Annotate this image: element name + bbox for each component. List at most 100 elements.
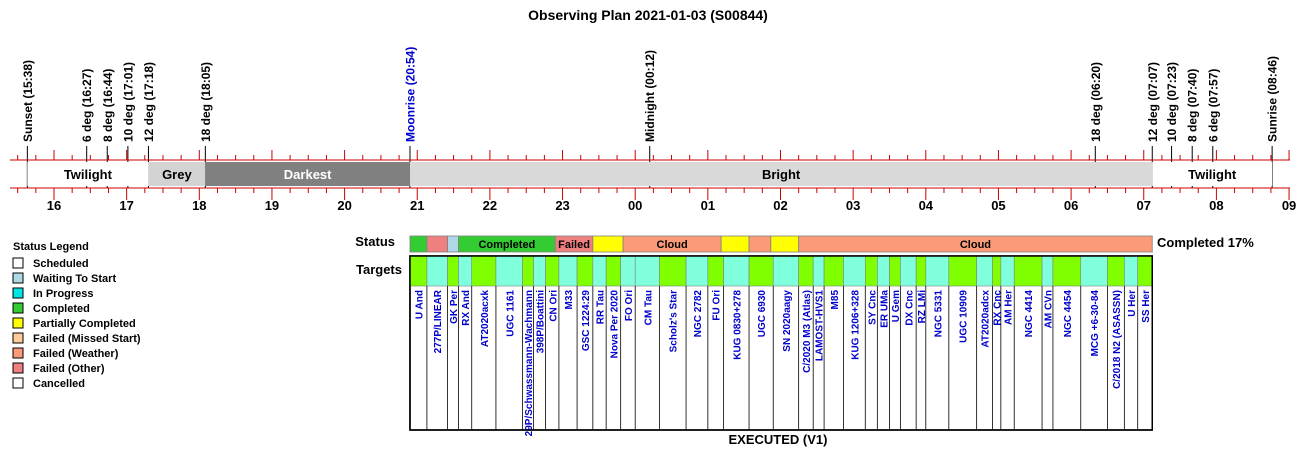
target-block bbox=[558, 255, 578, 287]
target-block bbox=[447, 255, 459, 287]
axis-tick-label: 20 bbox=[337, 198, 351, 213]
event-markers: Sunset (15:38) 6 deg (16:27) 8 deg (16:44)… bbox=[21, 47, 1280, 188]
time-axis-bottom: 16 17 18 19 20 21 22 23 00 01 02 03 04 05 06 07 08 09 bbox=[10, 187, 1296, 213]
target-name-label: NGC 4414 bbox=[1024, 290, 1035, 338]
target-block bbox=[723, 255, 750, 287]
target-name-label: FU Ori bbox=[712, 290, 723, 321]
target-name-label: NGC 2782 bbox=[693, 290, 704, 338]
target-block bbox=[925, 255, 950, 287]
target-name-label: M33 bbox=[564, 290, 575, 310]
event-label: 8 deg (07:40) bbox=[1186, 69, 1200, 142]
legend-swatch bbox=[12, 377, 24, 389]
target-block bbox=[843, 255, 866, 287]
sky-band-twilight bbox=[27, 162, 149, 186]
sky-band-label: Darkest bbox=[284, 167, 332, 182]
status-segment-label: Cloud bbox=[960, 239, 991, 251]
sky-band-label: Bright bbox=[762, 167, 801, 182]
target-name-label: NGC 5331 bbox=[933, 290, 944, 338]
axis-tick-label: 18 bbox=[192, 198, 206, 213]
legend-label: Partially Completed bbox=[33, 318, 136, 330]
axis-tick-label: 04 bbox=[919, 198, 934, 213]
target-block bbox=[592, 255, 607, 287]
target-block bbox=[900, 255, 917, 287]
target-block bbox=[992, 255, 1002, 287]
legend-label: Failed (Missed Start) bbox=[33, 333, 141, 345]
target-block bbox=[812, 255, 825, 287]
legend-label: Waiting To Start bbox=[33, 273, 116, 285]
target-name-label: 29P/Schwassmann-Wachmann bbox=[524, 290, 535, 436]
targets-row: U And 277P/LINEAR GK Per RX And AT2020acxk UG… bbox=[409, 255, 1154, 436]
executed-label: EXECUTED (V1) bbox=[729, 432, 828, 447]
target-name-label: GSC 1224:29 bbox=[581, 290, 592, 352]
axis-tick-label: 05 bbox=[991, 198, 1005, 213]
target-block bbox=[426, 255, 448, 287]
sky-band-twilight bbox=[1152, 162, 1273, 186]
target-block bbox=[948, 255, 977, 287]
legend-label: Failed (Weather) bbox=[33, 348, 119, 360]
target-block bbox=[659, 255, 687, 287]
target-block bbox=[1080, 255, 1108, 287]
target-name-label: KUG 1206+328 bbox=[850, 290, 861, 360]
legend-swatch bbox=[12, 347, 24, 359]
target-block bbox=[915, 255, 927, 287]
legend-title: Status Legend bbox=[13, 241, 89, 253]
target-name-label: RX And bbox=[461, 290, 472, 326]
status-segment-label: Failed bbox=[558, 239, 590, 251]
target-block bbox=[533, 255, 546, 287]
target-block bbox=[1137, 255, 1153, 287]
target-name-label: CN Ori bbox=[548, 290, 559, 322]
target-block bbox=[823, 255, 844, 287]
legend-label: Cancelled bbox=[33, 378, 85, 390]
axis-tick-label: 03 bbox=[846, 198, 860, 213]
target-name-label: M85 bbox=[830, 290, 841, 310]
target-block bbox=[545, 255, 560, 287]
target-block bbox=[605, 255, 621, 287]
status-segment-label: Completed bbox=[478, 239, 535, 251]
axis-tick-label: 02 bbox=[773, 198, 787, 213]
target-name-label: AM CVn bbox=[1043, 290, 1054, 328]
event-label: 12 deg (17:18) bbox=[142, 62, 156, 142]
axis-tick-label: 19 bbox=[265, 198, 279, 213]
target-name-label: RZ LMi bbox=[917, 290, 928, 324]
target-block bbox=[877, 255, 890, 287]
target-block bbox=[522, 255, 534, 287]
sky-period-bands: Twilight Grey Darkest Bright Twilight bbox=[27, 162, 1273, 186]
target-block bbox=[1041, 255, 1054, 287]
targets-frame-border bbox=[409, 255, 1154, 431]
sky-band-darkest bbox=[205, 162, 410, 186]
target-name-label: C/2020 M3 (Atlas) bbox=[802, 290, 813, 373]
target-block bbox=[976, 255, 993, 287]
target-block bbox=[707, 255, 724, 287]
target-block bbox=[685, 255, 709, 287]
target-block bbox=[798, 255, 814, 287]
axis-tick-label: 17 bbox=[119, 198, 133, 213]
event-label: Midnight (00:12) bbox=[643, 50, 657, 142]
target-name-label: NGC 4454 bbox=[1063, 290, 1074, 338]
target-name-label: 398P/Boattini bbox=[536, 290, 547, 354]
target-block bbox=[1052, 255, 1082, 287]
status-row-label: Status bbox=[355, 234, 395, 249]
legend-swatch bbox=[12, 302, 24, 314]
event-label: 8 deg (16:44) bbox=[101, 69, 115, 142]
target-name-label: GK Per bbox=[449, 290, 460, 324]
target-name-label: ER UMa bbox=[879, 290, 890, 328]
axis-tick-label: 06 bbox=[1064, 198, 1078, 213]
target-name-label: U Gem bbox=[891, 290, 902, 322]
legend-swatch bbox=[12, 272, 24, 284]
legend-swatch bbox=[12, 362, 24, 374]
target-name-label: CM Tau bbox=[643, 290, 654, 325]
sky-band-grey bbox=[148, 162, 206, 186]
legend-swatch bbox=[12, 287, 24, 299]
event-label: Sunset (15:38) bbox=[21, 60, 35, 142]
event-label: 6 deg (07:57) bbox=[1206, 69, 1220, 142]
target-block bbox=[620, 255, 636, 287]
targets-row-label: Targets bbox=[356, 262, 402, 277]
axis-tick-label: 07 bbox=[1137, 198, 1151, 213]
target-name-label: C/2018 N2 (ASASSN) bbox=[1112, 290, 1123, 389]
status-segment-completed bbox=[409, 235, 428, 253]
target-name-label: RX Cnc bbox=[993, 290, 1004, 326]
axis-tick-label: 08 bbox=[1209, 198, 1223, 213]
legend-label: Completed bbox=[33, 303, 90, 315]
status-segment-label: Cloud bbox=[657, 239, 688, 251]
event-label: 10 deg (17:01) bbox=[121, 62, 135, 142]
